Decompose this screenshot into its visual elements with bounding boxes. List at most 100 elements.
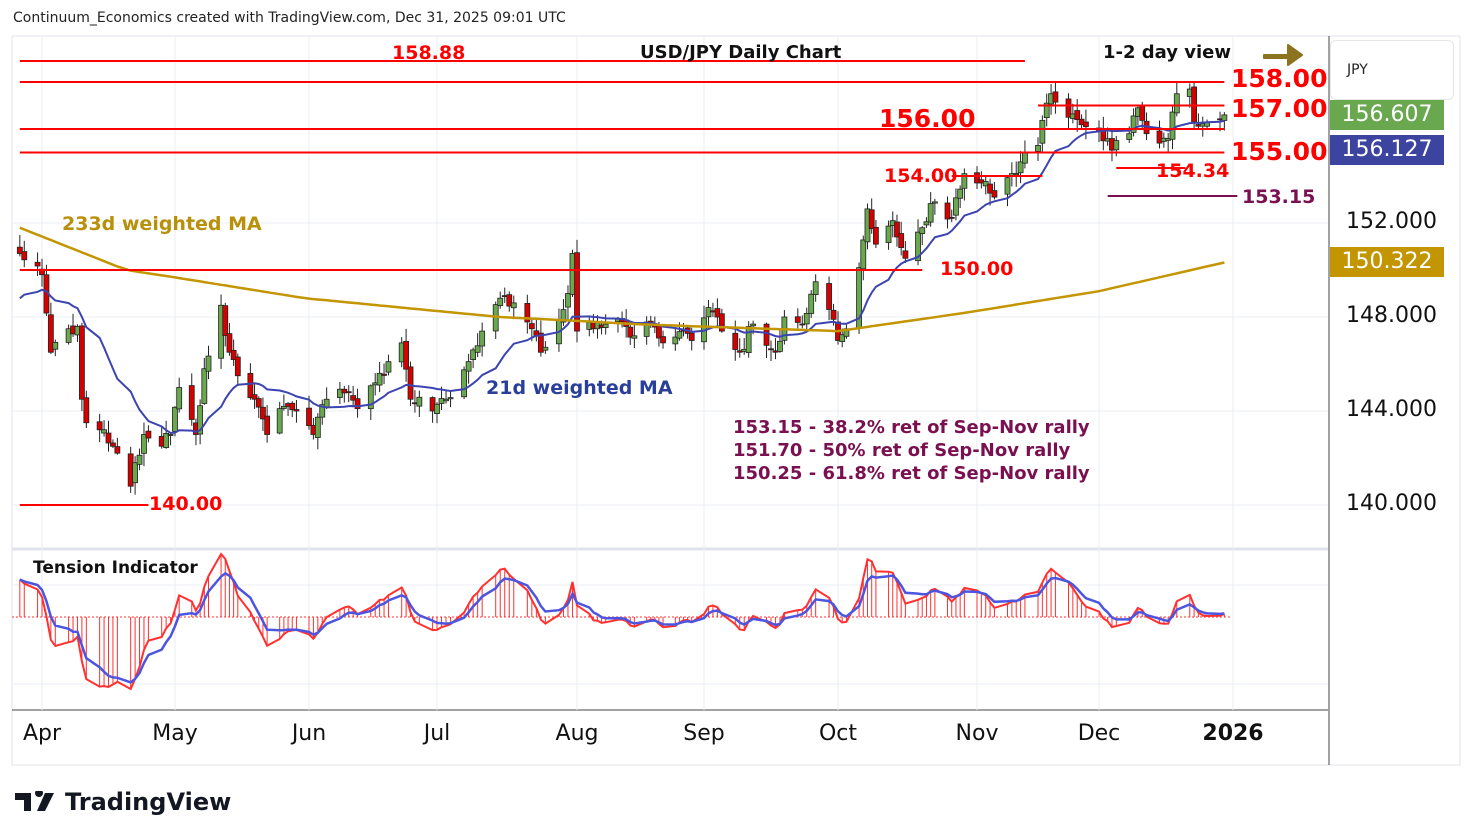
- candle: [479, 322, 486, 357]
- candle-body: [276, 408, 283, 434]
- candle: [350, 385, 357, 408]
- candle-body: [201, 368, 208, 404]
- candle: [794, 308, 801, 329]
- candle: [1156, 120, 1163, 149]
- indicator-title: Tension Indicator: [33, 558, 198, 578]
- candle: [247, 363, 254, 400]
- candle: [1013, 161, 1020, 187]
- candle-body: [510, 302, 517, 309]
- candle-body: [226, 333, 233, 353]
- fib-line-1: 153.15 - 38.2% ret of Sep-Nov rally: [733, 417, 1090, 438]
- candle-body: [65, 328, 72, 343]
- level-label-153-15: 153.15: [1242, 186, 1316, 208]
- candle: [542, 341, 549, 354]
- candle-body: [718, 313, 725, 332]
- candle-body: [931, 201, 938, 204]
- candle: [987, 178, 993, 206]
- level-label-140: 140.00: [149, 493, 223, 515]
- candle: [197, 399, 204, 445]
- candle: [1169, 105, 1176, 150]
- candle-body: [52, 342, 59, 350]
- candle-body: [953, 197, 959, 216]
- candle-body: [1156, 130, 1163, 144]
- candle-body: [474, 345, 481, 353]
- candle-body: [660, 336, 666, 344]
- candle: [52, 339, 59, 357]
- candle-body: [197, 405, 204, 435]
- candle-body: [631, 335, 638, 339]
- candle-body: [794, 316, 801, 323]
- candle: [781, 310, 788, 345]
- candle: [1100, 116, 1107, 151]
- candle: [923, 217, 930, 228]
- candle-body: [376, 372, 383, 386]
- candle-body: [105, 432, 112, 444]
- candle-body: [777, 340, 783, 352]
- candle-body: [136, 454, 143, 465]
- candle: [944, 196, 951, 229]
- candle-body: [16, 246, 23, 254]
- time-tick-label: May: [152, 721, 198, 746]
- candle: [251, 383, 258, 409]
- candle-body: [974, 172, 980, 184]
- ma21-label: 21d weighted MA: [486, 377, 673, 399]
- candle-body: [537, 332, 544, 353]
- candle: [826, 276, 832, 321]
- candle-body: [205, 355, 212, 372]
- candle: [565, 285, 571, 320]
- time-tick-label: Jul: [423, 721, 451, 746]
- candle-body: [923, 221, 930, 226]
- candle-body: [868, 209, 875, 230]
- candle-body: [163, 432, 170, 449]
- candle-body: [839, 334, 846, 342]
- candle: [79, 322, 85, 411]
- candle-body: [188, 385, 195, 420]
- time-tick-label: Aug: [555, 721, 599, 746]
- candle-body: [443, 398, 449, 402]
- candle-body: [345, 391, 352, 394]
- candle: [465, 353, 472, 384]
- candle-body: [927, 203, 934, 223]
- candle-body: [957, 188, 964, 199]
- candle-body: [672, 336, 679, 345]
- candle-body: [479, 330, 486, 347]
- candle-body: [506, 294, 513, 307]
- candle: [234, 353, 241, 387]
- candle-body: [1191, 86, 1197, 123]
- tradingview-logo[interactable]: TradingView: [15, 788, 231, 816]
- candle-body: [293, 409, 300, 412]
- candle: [289, 401, 296, 418]
- candle-body: [447, 397, 454, 400]
- fib-line-2: 151.70 - 50% ret of Sep-Nov rally: [733, 440, 1071, 461]
- candle: [434, 402, 440, 424]
- candle-body: [860, 239, 867, 270]
- candle: [314, 413, 321, 450]
- candle: [803, 307, 810, 332]
- candle-body: [808, 293, 815, 314]
- candle-body: [1126, 133, 1133, 140]
- candle: [443, 389, 449, 404]
- candle: [873, 219, 879, 249]
- price-tick-label: 152.000: [1346, 209, 1437, 234]
- candle-body: [385, 361, 392, 373]
- candle: [447, 391, 454, 408]
- candle: [948, 209, 955, 223]
- candle-body: [542, 346, 549, 351]
- candle-body: [1043, 102, 1050, 118]
- candle-body: [885, 225, 892, 243]
- candle-body: [1221, 114, 1228, 121]
- candle: [280, 394, 287, 411]
- candle: [868, 198, 875, 234]
- candle: [336, 382, 343, 405]
- currency-box[interactable]: JPY: [1330, 40, 1454, 100]
- candle: [145, 425, 152, 443]
- candle-body: [750, 323, 757, 327]
- candle: [367, 384, 374, 420]
- time-tick-label: Oct: [818, 721, 858, 746]
- candle: [497, 291, 504, 309]
- candle: [34, 252, 41, 277]
- candle-body: [403, 341, 410, 370]
- candle: [1017, 151, 1024, 184]
- candle-body: [354, 398, 361, 410]
